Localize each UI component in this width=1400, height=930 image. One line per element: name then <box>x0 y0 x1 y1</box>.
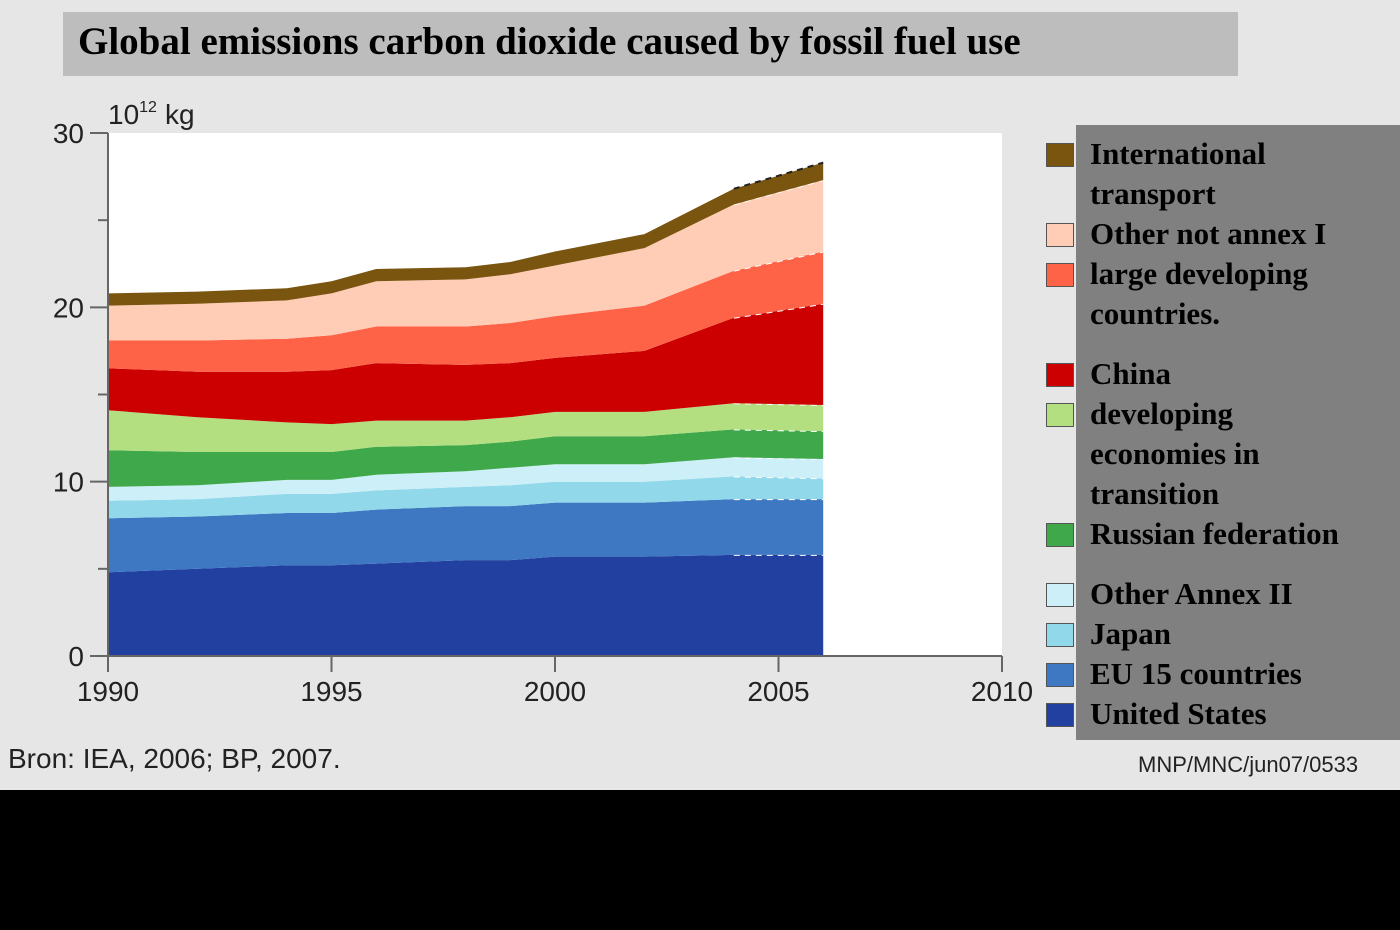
unit-exponent: 12 <box>139 99 157 116</box>
legend-box <box>1076 125 1400 740</box>
x-tick-label: 2005 <box>747 676 809 707</box>
x-tick-label: 2010 <box>971 676 1033 707</box>
legend-swatch <box>1046 523 1074 547</box>
legend-label: transport <box>1090 176 1216 211</box>
x-tick-label: 2000 <box>524 676 586 707</box>
area-layers <box>108 161 824 656</box>
legend-label: EU 15 countries <box>1090 656 1302 691</box>
legend-swatch <box>1046 143 1074 167</box>
y-tick-label: 10 <box>53 467 84 498</box>
area-russian-federation <box>108 429 824 487</box>
legend-label: Other not annex I <box>1090 216 1327 251</box>
legend-swatch <box>1046 363 1074 387</box>
legend-swatch <box>1046 223 1074 247</box>
legend-label: large developing <box>1090 256 1308 291</box>
area-large-developing-countries <box>108 251 824 372</box>
title-box <box>63 12 1238 76</box>
area-international-transport <box>108 162 824 306</box>
legend-label: countries. <box>1090 296 1221 331</box>
y-tick-label: 20 <box>53 292 84 323</box>
legend-label: China <box>1090 356 1171 391</box>
source-note: Bron: IEA, 2006; BP, 2007. <box>8 743 341 774</box>
legend-label: developing <box>1090 396 1233 431</box>
axes: 0 10 20 30 1990 1995 2000 2005 2010 <box>53 118 1033 707</box>
area-developing-economies-in-transition <box>108 403 824 452</box>
legend-swatch <box>1046 623 1074 647</box>
unit-base: 10 <box>108 99 139 130</box>
chart-title: Global emissions carbon dioxide caused b… <box>78 20 1021 63</box>
area-other-annex-ii <box>108 457 824 501</box>
x-tick-label: 1990 <box>77 676 139 707</box>
legend-label: International <box>1090 136 1266 171</box>
unit-label: 1012 kg <box>108 99 195 130</box>
legend-swatch <box>1046 583 1074 607</box>
legend-swatch <box>1046 703 1074 727</box>
legend-label: economies in <box>1090 436 1260 471</box>
legend-swatch <box>1046 263 1074 287</box>
legend-label: Russian federation <box>1090 516 1339 551</box>
legend-label: Other Annex II <box>1090 576 1293 611</box>
y-tick-label: 0 <box>68 641 84 672</box>
area-united-states <box>108 554 824 656</box>
legend-label: transition <box>1090 476 1220 511</box>
area-japan <box>108 476 824 519</box>
estimate-line-international-transport <box>733 161 824 190</box>
legend-swatch <box>1046 403 1074 427</box>
legend-label: Japan <box>1090 616 1171 651</box>
area-eu-15-countries <box>108 499 824 573</box>
area-china <box>108 303 824 425</box>
unit-suffix: kg <box>165 99 195 130</box>
credit-code: MNP/MNC/jun07/0533 <box>1138 752 1359 777</box>
y-tick-label: 30 <box>53 118 84 149</box>
legend-swatch <box>1046 663 1074 687</box>
x-tick-label: 1995 <box>300 676 362 707</box>
legend-label: United States <box>1090 696 1267 731</box>
